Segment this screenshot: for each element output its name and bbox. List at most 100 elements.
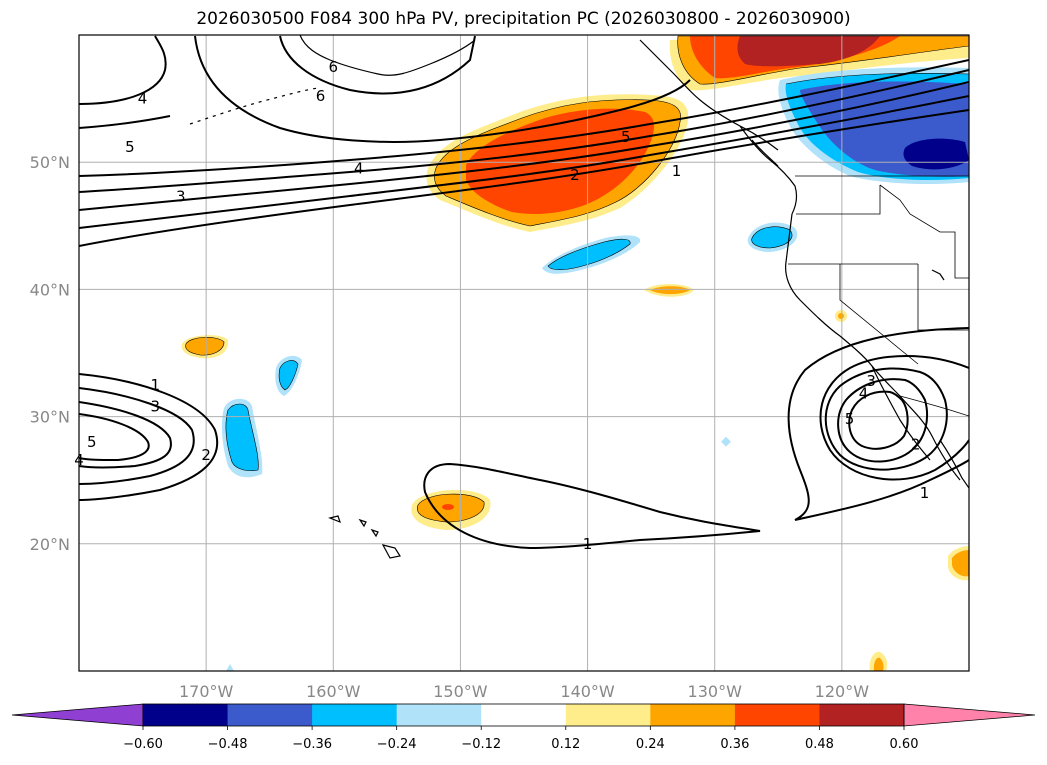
colorbar-frame [142,703,905,727]
precip-wc-cyan [751,226,792,248]
pv-top-arc [279,35,476,95]
colorbar-extend-high [903,703,1036,727]
bc-coast [739,125,798,215]
precip-dot-2 [721,436,731,447]
lon-tick-label: 160°W [306,682,361,701]
precip-dot-1b [838,313,844,319]
pv-low-3 [79,401,172,469]
hawaii-4 [328,515,341,524]
aleutians [189,87,319,125]
pv-rlow-5 [848,390,909,450]
lat-tick-label: 50°N [30,153,70,172]
pv-nw-5 [79,35,167,105]
lat-tick-label: 40°N [30,280,70,299]
colorbar-tick-label: −0.24 [377,737,417,752]
colorbar-bin [143,704,229,726]
precip-se-orange [952,550,969,577]
colorbar-tick-label: 0.48 [805,737,834,752]
colorbar-tick-label: 0.12 [551,737,580,752]
contour-label: 1 [672,162,682,180]
lat-tick-label: 20°N [30,535,70,554]
colorbar-extend-low [11,703,144,727]
precip-35n-orange [185,337,224,356]
hawaii-2 [358,518,367,528]
contour-label: 5 [125,138,135,156]
hawaii-3 [370,528,379,538]
precip-shading [181,35,969,671]
state-id-mt [879,184,969,279]
contour-label: 6 [329,58,339,76]
borders [788,175,969,417]
colorbar-bin [312,704,398,726]
coastlines [189,35,969,559]
baja-coast [871,365,931,461]
lon-tick-label: 170°W [179,682,234,701]
plot-frame [78,34,970,672]
colorbar: −0.60 −0.48 −0.36 −0.24 −0.12 0.12 0.24 0.36 0.4… [11,703,1036,752]
pv-rlow-3 [824,367,948,471]
colorbar-bin [819,704,905,726]
precip-bottom-left [226,664,234,671]
pv-hawaii-loop [423,462,761,550]
contour-label: 5 [845,410,855,428]
vancouver-island [751,139,779,167]
precip-neg-navy [903,138,969,170]
gridlines [79,35,969,671]
colorbar-tick-label: 0.60 [890,737,919,752]
lon-tick-label: 150°W [433,682,488,701]
us-west-coast [785,213,961,481]
pv-nw-4 [79,115,171,129]
alaska-coast [299,35,476,76]
contour-label: 4 [138,90,148,108]
contour-label: 3 [151,397,161,415]
precip-band-red [466,108,654,214]
precip-28n-cyan [225,404,259,471]
us-mexico-border [899,395,969,417]
pv-contours [79,35,969,550]
contour-label: 1 [151,376,161,394]
channel-islands [931,269,945,281]
pv-line-4 [79,69,969,193]
contour-label: 2 [911,436,921,454]
precip-40n-orange [650,286,690,295]
precip-streak-cyan [548,239,631,270]
colorbar-bin [396,704,482,726]
pv-rlow-2 [819,355,969,481]
colorbar-bin [565,704,651,726]
chart-title: 2026030500 F084 300 hPa PV, precipitatio… [196,9,851,29]
colorbar-tick-label: 0.36 [720,737,749,752]
contour-label: 2 [570,166,580,184]
pv-low-2 [79,387,195,485]
pv-low-1 [79,373,219,501]
lon-tick-label: 130°W [688,682,743,701]
precip-outlines [185,35,969,523]
contour-label: 5 [621,128,631,146]
pv-top-arc-2 [194,35,691,143]
precip-23n-red [442,504,454,510]
pv-rlow-4 [837,378,929,463]
contour-label: 4 [859,385,869,403]
contour-label: 2 [201,446,211,464]
pv-low-4 [79,413,150,462]
alaska-panhandle [639,39,779,151]
state-ca-nv [839,264,919,365]
contour-label: 5 [87,433,97,451]
colorbar-tick-label: −0.48 [208,737,248,752]
contour-label: 1 [920,484,930,502]
pv-line-1 [79,109,969,247]
colorbar-bin [650,704,736,726]
pv-line-5 [79,59,969,177]
colorbar-bin [734,704,820,726]
mexico-coast [939,439,969,489]
colorbar-bin [481,704,567,726]
lon-labels: 170°W 160°W 150°W 140°W 130°W 120°W [179,682,869,701]
lon-tick-label: 140°W [560,682,615,701]
contour-label: 3 [866,372,876,390]
colorbar-tick-label: −0.36 [292,737,332,752]
contour-label: 4 [354,160,364,178]
hawaii-1 [381,544,401,559]
pv-line-3 [79,81,969,211]
precip-bottom-orange [873,657,884,671]
colorbar-tick-label: 0.24 [636,737,665,752]
pv-rlow-1 [787,327,969,521]
